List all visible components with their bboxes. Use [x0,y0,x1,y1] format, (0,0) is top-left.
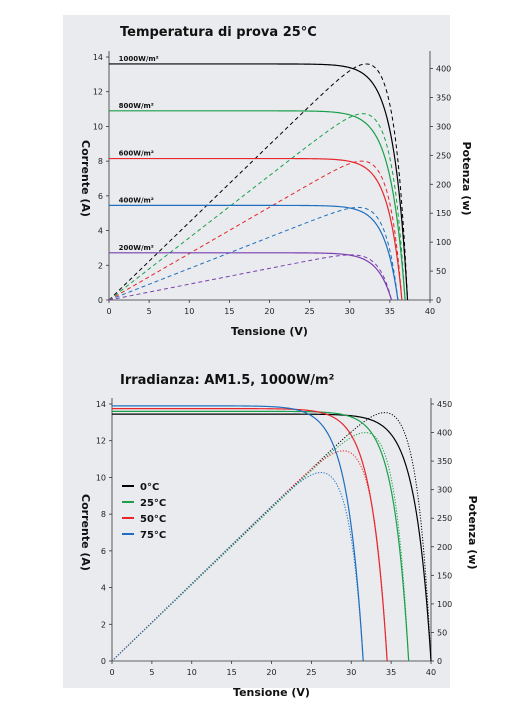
x-tick-label: 25 [306,668,316,677]
chart-title: Irradianza: AM1.5, 1000W/m² [120,373,334,388]
x-tick-label: 35 [386,668,396,677]
current-curve-0 [112,413,432,662]
current-curve-0 [109,63,409,301]
power-curve-3 [111,472,364,662]
current-curve-3 [109,204,399,301]
power-curve-1 [111,432,410,662]
y2-tick-label: 200 [437,543,452,552]
y-tick-label: 2 [101,620,106,629]
y2-tick-label: 200 [436,180,451,189]
y2-tick-label: 50 [436,267,446,276]
irradiance-label: 400W/m² [119,196,154,204]
y2-tick-label: 0 [436,296,441,305]
y-tick-label: 8 [98,157,103,166]
x-tick-label: 0 [106,307,111,316]
current-curve-3 [112,405,364,662]
current-curve-2 [112,407,388,662]
current-curve-1 [112,410,410,662]
y2-tick-label: 400 [436,65,451,74]
y-tick-label: 8 [101,510,106,519]
power-curve-1 [108,113,406,301]
x-tick-label: 10 [187,668,197,677]
x-tick-label: 5 [147,307,152,316]
chart-panel [63,15,450,688]
x-tick-label: 10 [184,307,194,316]
y2-tick-label: 400 [437,429,452,438]
irradiance-label: 200W/m² [119,244,154,252]
x-tick-label: 0 [109,668,114,677]
power-curve-3 [108,206,399,301]
y2-axis-label: Potenza (w) [466,495,479,569]
power-curve-0 [108,63,409,301]
y-tick-label: 14 [93,53,103,62]
y-tick-label: 12 [93,88,103,97]
legend-label-0: 0°C [140,482,159,493]
x-tick-label: 20 [264,307,274,316]
y2-tick-label: 150 [437,571,452,580]
x-tick-label: 25 [305,307,315,316]
y-tick-label: 4 [98,227,103,236]
y-axis-label: Corrente (A) [79,494,92,571]
y-tick-label: 6 [98,192,103,201]
x-tick-label: 35 [385,307,395,316]
x-tick-label: 15 [224,307,234,316]
x-axis-label: Tensione (V) [231,325,308,338]
x-tick-label: 15 [227,668,237,677]
y2-tick-label: 450 [437,400,452,409]
y2-tick-label: 100 [436,238,451,247]
legend-label-1: 25°C [140,498,166,509]
legend-label-3: 75°C [140,530,166,541]
chart-title: Temperatura di prova 25°C [120,25,317,40]
current-curve-1 [109,110,406,301]
x-tick-label: 40 [426,668,436,677]
legend-label-2: 50°C [140,514,166,525]
y-tick-label: 0 [101,657,106,666]
y-tick-label: 12 [96,437,106,446]
y2-tick-label: 300 [437,486,452,495]
y2-tick-label: 250 [436,151,451,160]
y2-tick-label: 100 [437,600,452,609]
y-tick-label: 6 [101,547,106,556]
y2-tick-label: 250 [437,514,452,523]
y2-tick-label: 300 [436,122,451,131]
x-tick-label: 40 [425,307,435,316]
current-curve-2 [109,157,403,301]
power-curve-2 [108,160,403,301]
x-axis-label: Tensione (V) [233,686,310,699]
y-tick-label: 10 [96,473,106,482]
current-curve-4 [109,252,393,301]
power-curve-4 [108,254,392,301]
y2-tick-label: 0 [437,657,442,666]
y2-tick-label: 350 [436,94,451,103]
y2-tick-label: 50 [437,628,447,637]
x-tick-label: 30 [345,307,355,316]
irradiance-label: 1000W/m² [119,55,159,63]
y-tick-label: 0 [98,296,103,305]
y-tick-label: 10 [93,122,103,131]
y-tick-label: 4 [101,584,106,593]
x-tick-label: 5 [149,668,154,677]
y-axis-label: Corrente (A) [79,140,92,217]
y-tick-label: 2 [98,261,103,270]
irradiance-label: 800W/m² [119,102,154,110]
y2-tick-label: 150 [436,209,451,218]
irradiance-label: 600W/m² [119,150,154,158]
x-tick-label: 30 [346,668,356,677]
x-tick-label: 20 [266,668,276,677]
y2-tick-label: 350 [437,457,452,466]
y2-axis-label: Potenza (w) [460,141,473,215]
y-tick-label: 14 [96,400,106,409]
